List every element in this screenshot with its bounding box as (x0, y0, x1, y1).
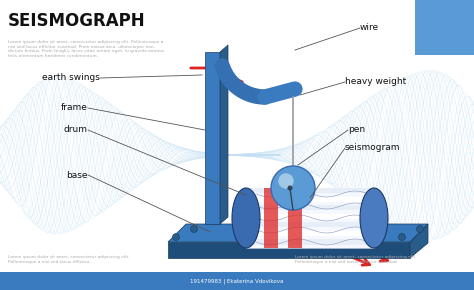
Circle shape (288, 186, 292, 191)
Polygon shape (246, 222, 374, 227)
Circle shape (278, 173, 294, 189)
Text: Lorem ipsum dolor sit amet, consectetur adipiscing elit.
Pellentesque a nisi sed: Lorem ipsum dolor sit amet, consectetur … (8, 255, 129, 264)
Text: drum: drum (64, 126, 88, 135)
Circle shape (191, 226, 198, 233)
Polygon shape (246, 205, 374, 210)
Polygon shape (246, 188, 374, 193)
Polygon shape (264, 188, 278, 248)
Polygon shape (246, 240, 374, 244)
Circle shape (399, 233, 405, 240)
Text: SEISMOGRAPH: SEISMOGRAPH (8, 12, 146, 30)
Polygon shape (168, 242, 410, 258)
Text: seismogram: seismogram (345, 144, 401, 153)
Text: Lorem ipsum dolor sit amet, consectetur adipiscing elit. Pellentesque a
nisi sed: Lorem ipsum dolor sit amet, consectetur … (8, 40, 164, 58)
Circle shape (271, 166, 315, 210)
Polygon shape (410, 224, 428, 258)
Text: Lorem ipsum dolor sit amet, consectetur adipiscing elit.
Pellentesque a nisi sed: Lorem ipsum dolor sit amet, consectetur … (295, 255, 417, 264)
Bar (415, 0, 474, 55)
Text: heavy weight: heavy weight (345, 77, 406, 86)
Text: 191479983 | Ekaterina Vdovikova: 191479983 | Ekaterina Vdovikova (190, 278, 284, 284)
Polygon shape (246, 188, 374, 248)
Polygon shape (246, 214, 374, 219)
Ellipse shape (232, 188, 260, 248)
Polygon shape (288, 188, 302, 248)
Polygon shape (246, 231, 374, 236)
Bar (0, 272, 474, 290)
Polygon shape (168, 224, 428, 242)
Polygon shape (246, 197, 374, 202)
Circle shape (417, 226, 423, 233)
Polygon shape (205, 52, 220, 224)
Text: base: base (66, 171, 88, 180)
Text: pen: pen (348, 126, 365, 135)
Polygon shape (220, 45, 228, 224)
Text: frame: frame (61, 104, 88, 113)
Text: earth swings: earth swings (42, 73, 100, 82)
Text: wire: wire (360, 23, 379, 32)
Circle shape (173, 233, 180, 240)
Ellipse shape (360, 188, 388, 248)
